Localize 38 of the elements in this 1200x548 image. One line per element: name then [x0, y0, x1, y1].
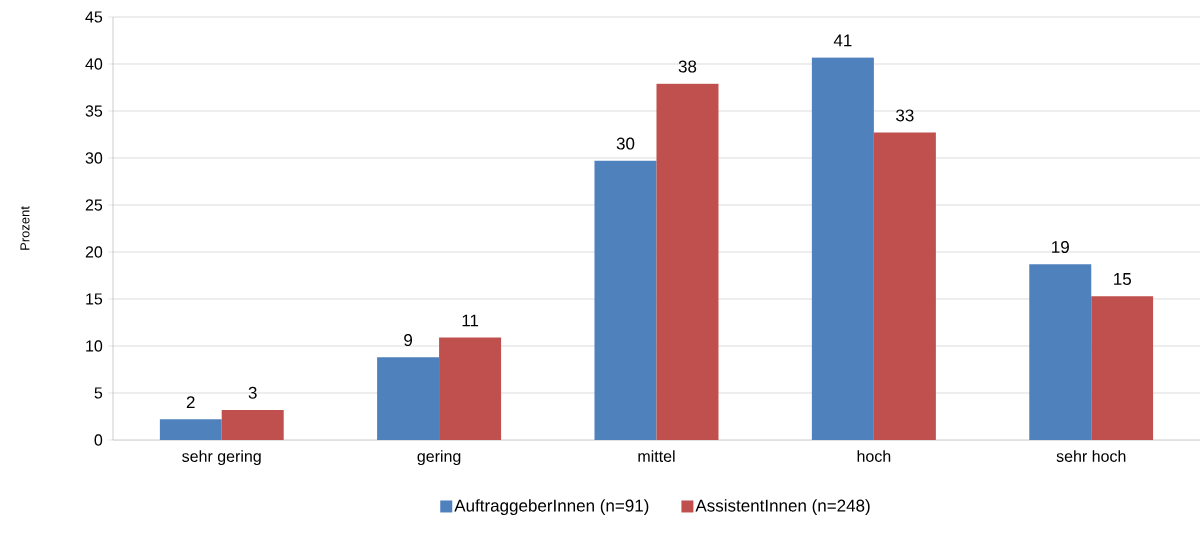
data-label: 2: [186, 396, 195, 409]
y-tick-label: 20: [85, 246, 103, 258]
y-axis-title: Prozent: [20, 206, 30, 250]
y-tick-label: 25: [85, 199, 103, 211]
y-tick-label: 35: [85, 105, 103, 117]
legend-label: AssistentInnen (n=248): [695, 499, 870, 516]
y-tick-label: 30: [85, 152, 103, 164]
bar: [594, 160, 657, 440]
y-tick-label: 10: [86, 340, 103, 352]
bar: [439, 337, 502, 440]
y-tick-label: 0: [94, 434, 103, 446]
bar: [221, 409, 284, 440]
y-tick-label: 40: [85, 58, 103, 70]
bar: [377, 357, 440, 440]
data-label: 38: [678, 60, 697, 73]
x-tick-label: sehr hoch: [1056, 450, 1126, 462]
data-label: 3: [248, 386, 257, 399]
data-label: 33: [896, 109, 914, 122]
x-tick-label: mittel: [638, 450, 675, 462]
x-tick-label: gering: [417, 450, 461, 466]
data-label: 9: [404, 334, 413, 347]
data-label: 11: [462, 314, 479, 327]
bar: [1029, 264, 1092, 440]
y-tick-label: 5: [94, 387, 103, 399]
data-label: 19: [1052, 240, 1069, 254]
x-tick-label: sehr gering: [182, 450, 261, 466]
data-label: 15: [1114, 273, 1131, 285]
y-tick-label: 15: [86, 293, 103, 305]
bar: [656, 83, 719, 440]
x-tick-label: hoch: [857, 450, 891, 462]
bar: [811, 57, 874, 440]
y-tick-label: 45: [85, 11, 103, 23]
legend-label: AuftraggeberInnen (n=91): [454, 499, 649, 516]
data-label: 30: [616, 137, 635, 150]
bar: [1091, 296, 1154, 440]
bar: [873, 132, 936, 440]
bar: [159, 419, 222, 440]
data-label: 41: [833, 34, 852, 47]
